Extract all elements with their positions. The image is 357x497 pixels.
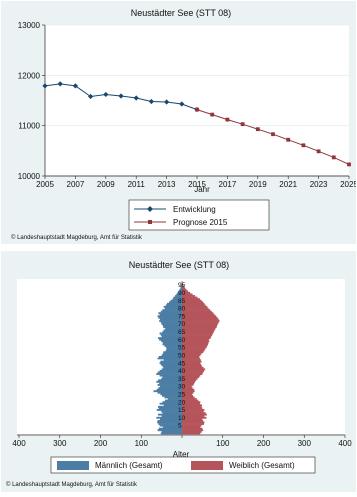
legend-swatch-maennlich <box>57 461 89 470</box>
age-tick-label: 60 <box>178 337 186 344</box>
y-tick-label: 12000 <box>18 71 41 80</box>
source-note: © Landeshauptstadt Magdeburg, Amt für St… <box>6 481 138 488</box>
x-tick-label: 100 <box>135 439 149 448</box>
chart-title: Neustädter See (STT 08) <box>129 260 229 270</box>
chart-title: Neustädter See (STT 08) <box>131 8 231 18</box>
data-point-1 <box>195 108 199 112</box>
source-note: © Landeshauptstadt Magdeburg, Amt für St… <box>11 234 143 241</box>
legend-item-maennlich: Männlich (Gesamt) <box>57 461 163 470</box>
x-tick-label: 2023 <box>310 180 328 189</box>
age-tick-label: 70 <box>178 321 186 328</box>
age-tick-label: 50 <box>178 352 186 359</box>
data-point-1 <box>347 163 351 167</box>
x-tick-labels: 400 300 200 100 100 200 300 400 <box>12 439 352 448</box>
age-tick-label: 80 <box>178 306 186 313</box>
data-point-1 <box>226 118 230 122</box>
y-tick-label: 13000 <box>18 21 41 30</box>
x-tick-label: 2025 <box>340 180 356 189</box>
x-tick-label: 2005 <box>36 180 54 189</box>
x-tick-label: 400 <box>338 439 352 448</box>
y-tick-label: 11000 <box>18 122 40 131</box>
x-tick-label: 100 <box>216 439 230 448</box>
legend-label-prognose: Prognose 2015 <box>173 218 228 227</box>
x-tick-label: 2019 <box>249 180 267 189</box>
x-tick-label: 2017 <box>219 180 237 189</box>
legend-marker-prognose <box>148 220 152 224</box>
age-tick-label: 25 <box>178 391 186 398</box>
data-point-1 <box>210 113 214 117</box>
age-tick-label: 35 <box>178 376 186 383</box>
population-trend-chart: Neustädter See (STT 08) 1000011000120001… <box>1 1 356 244</box>
age-tick-label: 20 <box>178 399 186 406</box>
age-tick-label: 55 <box>178 345 186 352</box>
x-tick-label: 2007 <box>67 180 85 189</box>
legend-item-weiblich: Weiblich (Gesamt) <box>191 461 295 470</box>
legend-label-weiblich: Weiblich (Gesamt) <box>229 461 295 470</box>
data-point-1 <box>241 122 245 126</box>
data-point-1 <box>302 143 306 147</box>
plot-area <box>45 25 349 176</box>
data-point-1 <box>332 155 336 159</box>
age-tick-label: 5 <box>178 423 182 430</box>
age-pyramid-chart: Neustädter See (STT 08) 5101520253035404… <box>1 251 356 492</box>
data-point-1 <box>256 127 260 131</box>
x-axis-label: Jahr <box>194 185 210 194</box>
age-tick-label: 15 <box>178 407 186 414</box>
data-point-1 <box>286 138 290 142</box>
age-tick-label: 85 <box>178 298 186 305</box>
legend-label-maennlich: Männlich (Gesamt) <box>95 461 163 470</box>
age-tick-label: 40 <box>178 368 186 375</box>
age-tick-label: 30 <box>178 384 186 391</box>
age-tick-label: 10 <box>178 415 186 422</box>
legend-label-entwicklung: Entwicklung <box>173 205 216 214</box>
age-tick-label: 45 <box>178 360 186 367</box>
age-tick-label: 90 <box>178 290 186 297</box>
x-tick-label: 300 <box>53 439 67 448</box>
x-tick-label: 2009 <box>97 180 115 189</box>
x-tick-label: 2013 <box>158 180 176 189</box>
data-point-1 <box>271 132 275 136</box>
x-tick-label: 300 <box>298 439 312 448</box>
x-tick-label: 200 <box>94 439 108 448</box>
x-tick-label: 2011 <box>128 180 146 189</box>
data-point-1 <box>317 149 321 153</box>
age-tick-label: 75 <box>178 313 186 320</box>
x-tick-label: 400 <box>12 439 26 448</box>
age-tick-label: 65 <box>178 329 186 336</box>
x-tick-label: 200 <box>257 439 271 448</box>
legend-swatch-weiblich <box>191 461 223 470</box>
x-tick-label: 2021 <box>279 180 297 189</box>
age-tick-label: 95 <box>178 282 186 289</box>
